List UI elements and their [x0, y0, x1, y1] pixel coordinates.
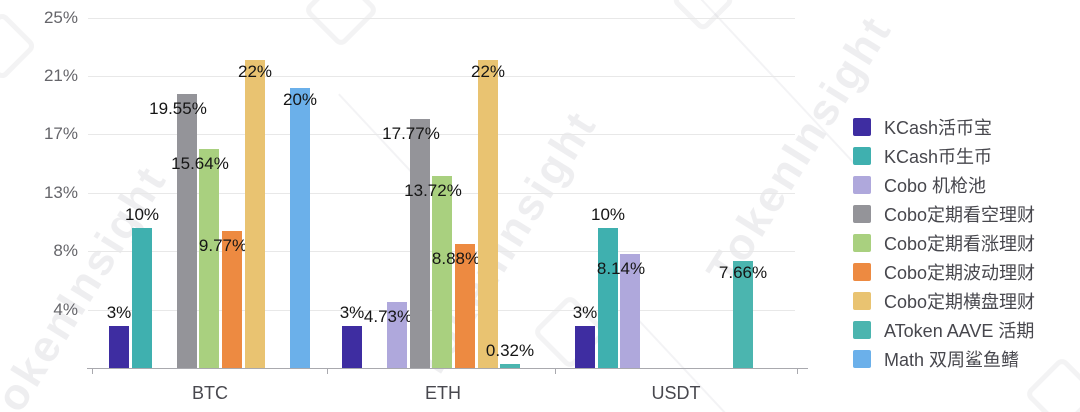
bar-value-label: 10% — [124, 205, 160, 224]
bar — [132, 228, 152, 368]
bar-value-label: 15.64% — [171, 154, 229, 173]
legend-item[interactable]: KCash币生币 — [853, 141, 992, 170]
bar — [199, 149, 219, 368]
legend-label: Cobo定期横盘理财 — [884, 291, 1036, 312]
category-label: USDT — [651, 383, 701, 403]
legend-color-swatch — [853, 175, 871, 194]
bar — [387, 302, 407, 368]
tokeninsight-logo-watermark-icon — [302, 0, 380, 49]
x-axis-tick — [92, 368, 93, 374]
legend-color-swatch — [853, 320, 871, 339]
bar-value-label: 8.14% — [596, 259, 646, 278]
bar-value-label: 8.88% — [431, 249, 481, 268]
bar-value-label: 19.55% — [149, 99, 207, 118]
bar — [478, 60, 498, 368]
bar-value-label: 10% — [590, 205, 626, 224]
bar — [620, 254, 640, 368]
legend-label: Cobo定期看涨理财 — [884, 233, 1036, 254]
bar-value-label: 3% — [572, 303, 598, 322]
gridline — [88, 76, 795, 77]
x-axis-tick — [797, 368, 798, 374]
legend-item[interactable]: Cobo定期看空理财 — [853, 199, 1035, 228]
bar-value-label: 13.72% — [404, 181, 462, 200]
bar — [290, 88, 310, 368]
bar — [342, 326, 362, 368]
y-axis-tick-label: 17% — [43, 124, 78, 143]
bar — [109, 326, 129, 368]
bar-value-label: 22% — [237, 62, 273, 81]
category-label: BTC — [192, 383, 228, 403]
legend-color-swatch — [853, 262, 871, 281]
y-axis-tick-label: 21% — [43, 66, 78, 85]
legend-label: KCash活币宝 — [884, 117, 993, 138]
tokeninsight-logo-watermark-icon — [1023, 355, 1080, 412]
legend-color-swatch — [853, 204, 871, 223]
x-axis-tick — [555, 368, 556, 374]
legend-color-swatch — [853, 349, 871, 368]
bar-value-label: 22% — [470, 62, 506, 81]
bar — [410, 119, 430, 368]
gridline — [88, 18, 795, 19]
bar-value-label: 17.77% — [382, 124, 440, 143]
bar-value-label: 4.73% — [363, 307, 413, 326]
x-axis-tick — [327, 368, 328, 374]
legend-color-swatch — [853, 291, 871, 310]
legend-label: Cobo定期波动理财 — [884, 262, 1036, 283]
bar — [598, 228, 618, 368]
legend-item[interactable]: Math 双周鲨鱼鳍 — [853, 344, 1019, 373]
bar-value-label: 3% — [339, 303, 365, 322]
legend-label: KCash币生币 — [884, 146, 993, 167]
bar-value-label: 20% — [282, 90, 318, 109]
bar — [432, 176, 452, 368]
bar — [222, 231, 242, 368]
y-axis-tick-label: 4% — [53, 300, 78, 319]
bar — [500, 364, 520, 368]
y-axis-tick-label: 13% — [43, 183, 78, 202]
legend-item[interactable]: AToken AAVE 活期 — [853, 315, 1034, 344]
bar-value-label: 0.32% — [485, 341, 535, 360]
bar — [245, 60, 265, 368]
legend-item[interactable]: Cobo定期横盘理财 — [853, 286, 1035, 315]
legend-color-swatch — [853, 117, 871, 136]
legend-item[interactable]: Cobo 机枪池 — [853, 170, 986, 199]
x-axis-line — [87, 368, 808, 369]
bar-value-label: 7.66% — [718, 263, 768, 282]
bar — [455, 244, 475, 368]
legend-label: Math 双周鲨鱼鳍 — [884, 349, 1020, 370]
legend-item[interactable]: Cobo定期波动理财 — [853, 257, 1035, 286]
bar — [575, 326, 595, 368]
bar-value-label: 9.77% — [198, 236, 248, 255]
category-label: ETH — [425, 383, 461, 403]
legend-label: Cobo 机枪池 — [884, 175, 987, 196]
y-axis-tick-label: 25% — [43, 8, 78, 27]
legend-color-swatch — [853, 233, 871, 252]
legend-item[interactable]: Cobo定期看涨理财 — [853, 228, 1035, 257]
bar — [177, 94, 197, 368]
legend-label: Cobo定期看空理财 — [884, 204, 1036, 225]
bar-value-label: 3% — [106, 303, 132, 322]
y-axis-tick-label: 8% — [53, 241, 78, 260]
gridline — [88, 134, 795, 135]
legend-item[interactable]: KCash活币宝 — [853, 112, 992, 141]
legend-color-swatch — [853, 146, 871, 165]
bar — [733, 261, 753, 368]
legend-label: AToken AAVE 活期 — [884, 320, 1035, 341]
